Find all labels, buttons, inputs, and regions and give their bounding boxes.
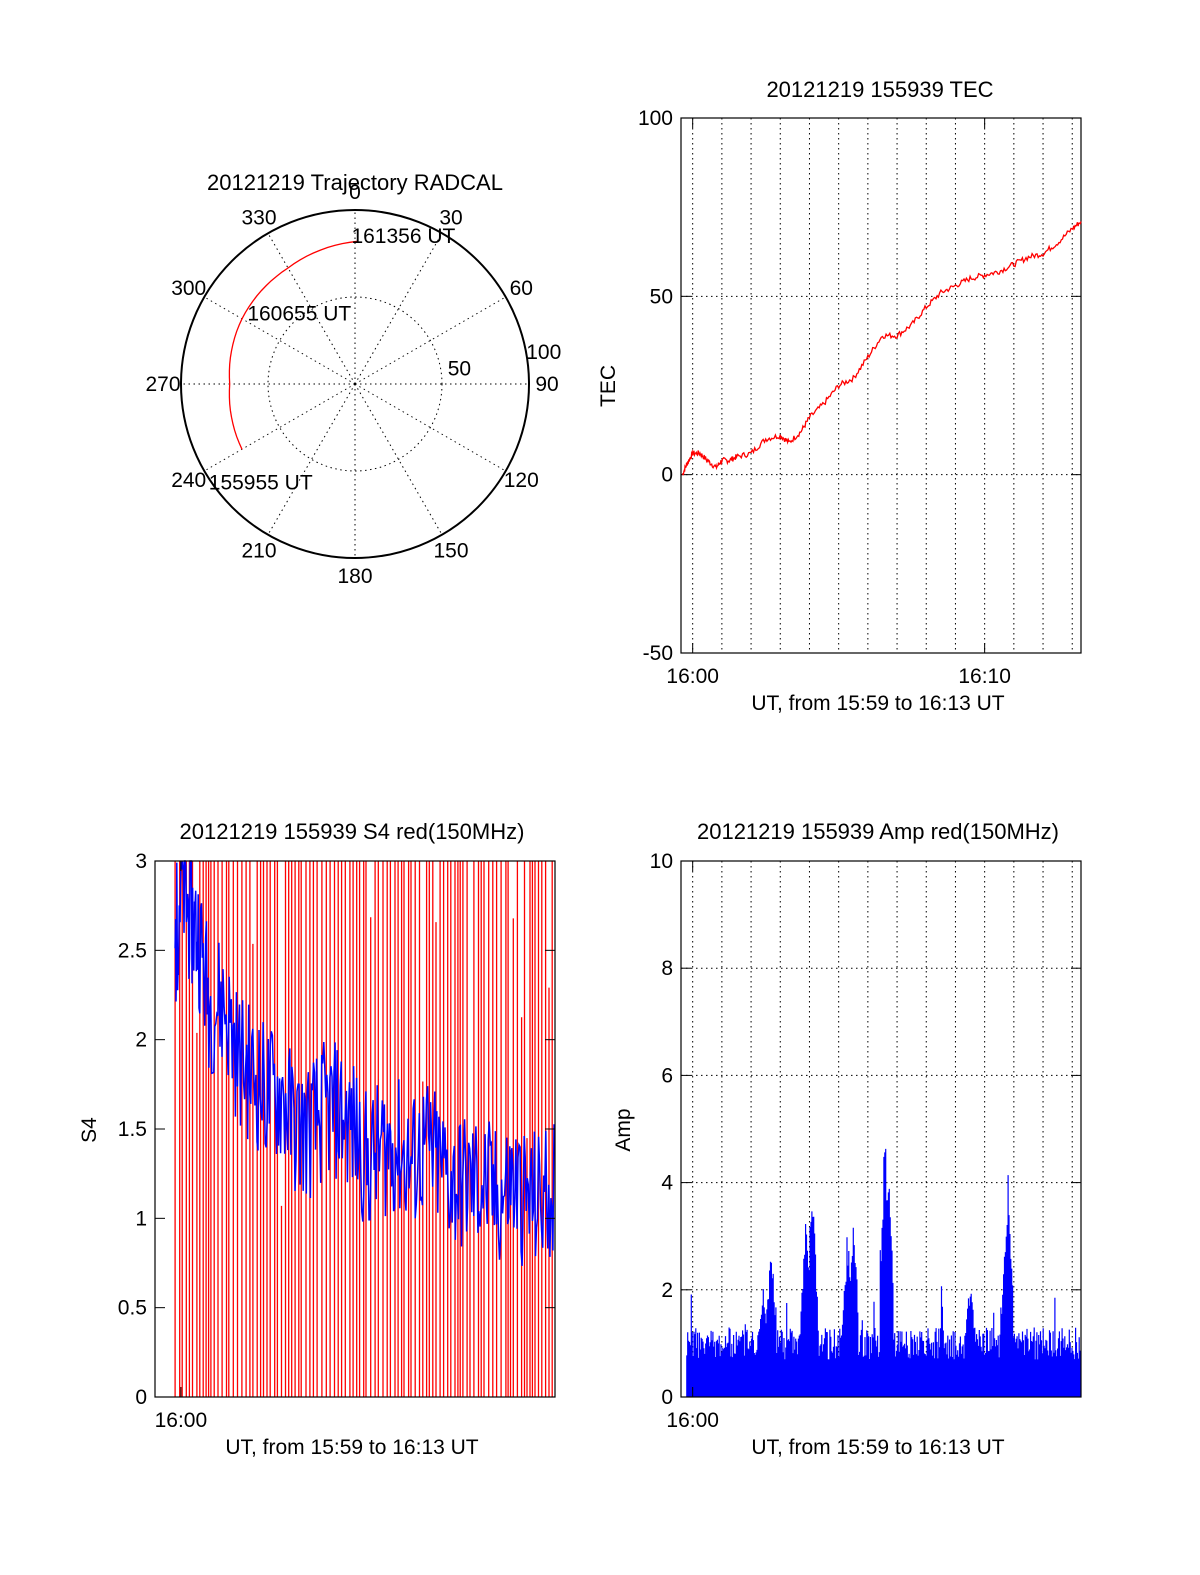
amp-frame bbox=[680, 860, 1082, 1398]
tec-series-line bbox=[681, 221, 1082, 476]
polar-azimuth-label: 120 bbox=[504, 469, 539, 492]
s4-blue-series bbox=[174, 860, 555, 1266]
x-tick-label: 16:00 bbox=[666, 1409, 719, 1432]
polar-radial-label: 50 bbox=[448, 357, 471, 380]
s4-red-series bbox=[174, 861, 553, 1397]
amp-y-ticks: 0 2 4 6 8 10 bbox=[650, 850, 1081, 1409]
polar-spoke bbox=[267, 233, 356, 385]
polar-spoke bbox=[204, 383, 356, 472]
amp-title: 20121219 155939 Amp red(150MHz) bbox=[697, 819, 1059, 844]
tec-title: 20121219 155939 TEC bbox=[766, 77, 993, 102]
polar-radial-label: 100 bbox=[526, 341, 561, 364]
polar-azimuth-label: 300 bbox=[171, 277, 206, 300]
polar-azimuth-label: 240 bbox=[171, 469, 206, 492]
tec-x-ticks: 16:00 16:10 bbox=[666, 118, 1011, 688]
tec-y-ticks: -50 0 50 100 bbox=[638, 107, 1081, 665]
y-tick-label: 2.5 bbox=[118, 939, 147, 962]
polar-grid-ring bbox=[267, 296, 443, 472]
trajectory-plot: 20121219 Trajectory RADCAL 0 30 60 90 120 150… bbox=[145, 170, 561, 588]
trajectory-annotations: 161356 UT 160655 UT 155955 UT bbox=[209, 225, 456, 495]
y-tick-label: 10 bbox=[650, 850, 673, 873]
y-tick-label: 0 bbox=[661, 1386, 673, 1409]
y-tick-label: -50 bbox=[643, 642, 673, 665]
polar-azimuth-label: 150 bbox=[433, 539, 468, 562]
s4-y-ticks: 0 0.5 1 1.5 2 2.5 3 bbox=[118, 850, 555, 1409]
polar-azimuth-label: 90 bbox=[535, 373, 558, 396]
y-tick-label: 100 bbox=[638, 107, 673, 130]
trajectory-title: 20121219 Trajectory RADCAL bbox=[207, 170, 503, 195]
trajectory-track bbox=[228, 240, 358, 450]
polar-grid bbox=[180, 209, 530, 559]
polar-azimuth-label: 60 bbox=[510, 277, 533, 300]
tec-xlabel: UT, from 15:59 to 16:13 UT bbox=[751, 692, 1004, 715]
polar-outer-ring bbox=[180, 209, 530, 559]
x-tick-label: 16:00 bbox=[666, 665, 719, 688]
x-tick-label: 16:00 bbox=[155, 1409, 208, 1432]
trajectory-time-label: 160655 UT bbox=[247, 303, 351, 326]
tec-ylabel: TEC bbox=[597, 365, 620, 407]
s4-title: 20121219 155939 S4 red(150MHz) bbox=[180, 819, 525, 844]
s4-plot: 20121219 155939 S4 red(150MHz) 0 0.5 1 1.5 2… bbox=[78, 819, 556, 1459]
s4-xlabel: UT, from 15:59 to 16:13 UT bbox=[225, 1436, 478, 1459]
y-tick-label: 8 bbox=[661, 957, 673, 980]
polar-azimuth-label: 180 bbox=[337, 565, 372, 588]
polar-spoke bbox=[354, 383, 506, 472]
y-tick-label: 2 bbox=[661, 1279, 673, 1302]
s4-x-ticks: 16:00 bbox=[155, 861, 208, 1432]
y-tick-label: 0 bbox=[661, 464, 673, 487]
amp-ylabel: Amp bbox=[612, 1108, 635, 1151]
y-tick-label: 4 bbox=[661, 1172, 673, 1195]
polar-azimuth-label: 30 bbox=[439, 207, 462, 230]
tec-frame bbox=[680, 117, 1082, 654]
polar-spoke bbox=[204, 296, 356, 385]
amp-series bbox=[686, 1148, 1081, 1397]
tec-grid bbox=[681, 118, 1081, 653]
trajectory-time-label: 155955 UT bbox=[209, 472, 313, 495]
polar-spoke bbox=[354, 233, 443, 385]
y-tick-label: 0 bbox=[135, 1386, 147, 1409]
amp-x-ticks: 16:00 bbox=[666, 861, 719, 1432]
y-tick-label: 1.5 bbox=[118, 1118, 147, 1141]
amp-bars-path bbox=[686, 1148, 1081, 1397]
amp-xlabel: UT, from 15:59 to 16:13 UT bbox=[751, 1436, 1004, 1459]
trajectory-time-label: 161356 UT bbox=[351, 225, 455, 248]
x-tick-label: 16:10 bbox=[958, 665, 1011, 688]
polar-spoke bbox=[267, 383, 356, 535]
polar-spoke bbox=[354, 383, 443, 535]
y-tick-label: 50 bbox=[650, 285, 673, 308]
amp-plot: 20121219 155939 Amp red(150MHz) 0246810 … bbox=[612, 819, 1082, 1459]
y-tick-label: 3 bbox=[135, 850, 147, 873]
polar-azimuth-label: 210 bbox=[241, 539, 276, 562]
polar-azimuth-label: 330 bbox=[241, 207, 276, 230]
s4-ylabel: S4 bbox=[78, 1117, 101, 1143]
y-tick-label: 1 bbox=[135, 1207, 147, 1230]
polar-radial-labels: 50 100 bbox=[448, 341, 562, 381]
polar-spoke bbox=[354, 296, 506, 385]
tec-plot: 20121219 155939 TEC -50 0 50 100 16:00 16:10… bbox=[597, 77, 1082, 715]
y-tick-label: 2 bbox=[135, 1029, 147, 1052]
polar-azimuth-label: 270 bbox=[145, 373, 180, 396]
polar-azimuth-labels: 0 30 60 90 120 150 180 210 240 270 300 330 bbox=[145, 181, 558, 588]
polar-azimuth-label: 0 bbox=[349, 181, 361, 204]
y-tick-label: 0.5 bbox=[118, 1297, 147, 1320]
y-tick-label: 6 bbox=[661, 1064, 673, 1087]
